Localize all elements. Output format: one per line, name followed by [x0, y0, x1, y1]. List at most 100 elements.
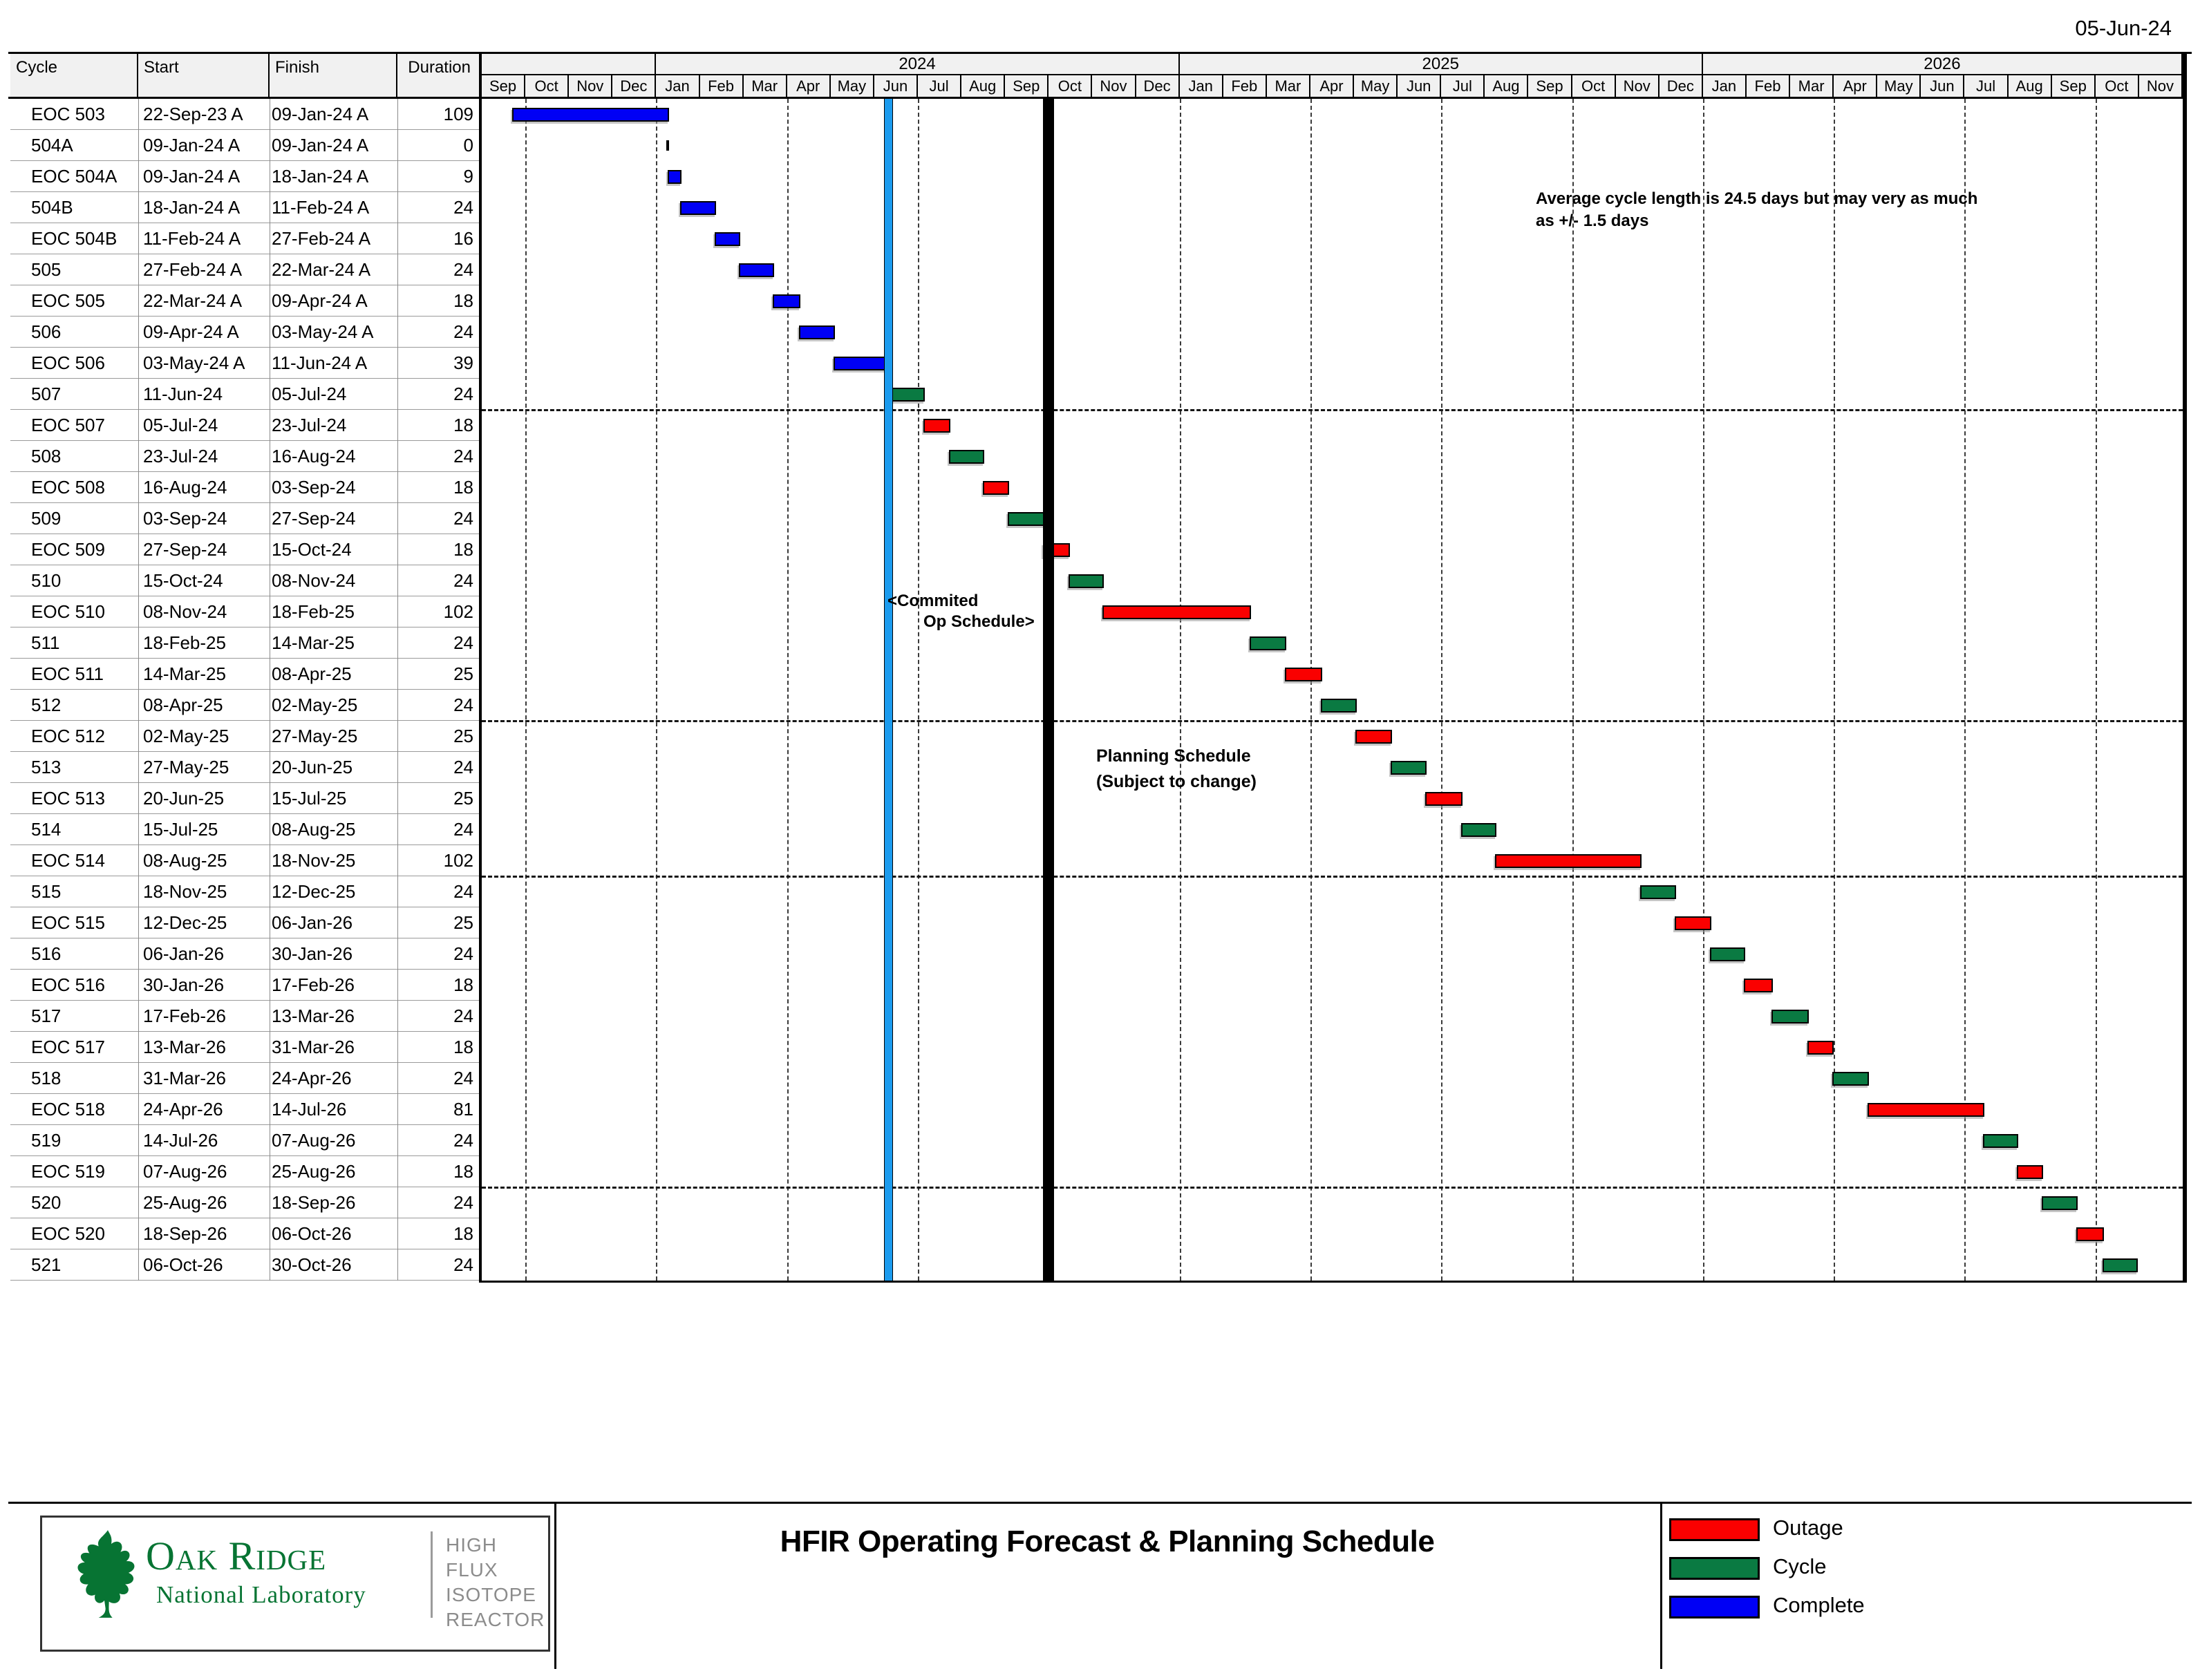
finish-cell: 18-Nov-25 — [272, 850, 356, 871]
duration-cell: 0 — [463, 135, 473, 155]
cycle-cell: EOC 509 — [31, 539, 105, 560]
table-row: EOC 519 07-Aug-26 25-Aug-26 18 — [10, 1156, 480, 1187]
table-column-line-start — [138, 99, 139, 1281]
start-cell: 06-Jan-26 — [143, 943, 225, 964]
gantt-bar-eoc-506 — [833, 357, 890, 370]
year-month-divider — [480, 74, 2187, 75]
table-row: 509 03-Sep-24 27-Sep-24 24 — [10, 503, 480, 534]
gantt-bar-eoc-507 — [923, 419, 950, 433]
finish-cell: 14-Jul-26 — [272, 1099, 347, 1120]
duration-cell: 24 — [453, 446, 473, 466]
finish-cell: 15-Oct-24 — [272, 539, 352, 560]
start-cell: 03-May-24 A — [143, 352, 245, 373]
month-cell-7: Apr — [787, 75, 831, 97]
finish-cell: 05-Jul-24 — [272, 384, 347, 404]
start-cell: 18-Nov-25 — [143, 881, 227, 902]
table-row: 511 18-Feb-25 14-Mar-25 24 — [10, 627, 480, 659]
finish-cell: 20-Jun-25 — [272, 757, 353, 777]
start-cell: 09-Jan-24 A — [143, 166, 241, 187]
duration-cell: 24 — [453, 570, 473, 591]
milestone-tick-504a — [666, 140, 669, 151]
month-cell-19: Apr — [1310, 75, 1355, 97]
table-header-duration: Duration — [397, 54, 480, 97]
cycle-cell: 517 — [31, 1006, 62, 1026]
annotation-committed-schedule: <Commited Op Schedule> — [887, 591, 1035, 632]
month-cell-25: Oct — [1572, 75, 1616, 97]
table-header-cycle: Cycle — [10, 54, 138, 97]
gantt-bar-eoc-515 — [1675, 916, 1712, 930]
duration-cell: 25 — [453, 788, 473, 809]
quarter-gridline — [525, 99, 527, 1281]
table-row: EOC 515 12-Dec-25 06-Jan-26 25 — [10, 907, 480, 938]
quarter-gridline — [1179, 99, 1181, 1281]
duration-cell: 24 — [453, 757, 473, 777]
start-cell: 16-Aug-24 — [143, 477, 227, 498]
finish-cell: 25-Aug-26 — [272, 1161, 356, 1182]
year-band-2024: 2024 — [656, 54, 1180, 74]
gantt-bar-eoc-520 — [2076, 1227, 2104, 1241]
table-row: 517 17-Feb-26 13-Mar-26 24 — [10, 1001, 480, 1032]
start-cell: 17-Feb-26 — [143, 1006, 226, 1026]
start-cell: 27-Feb-24 A — [143, 259, 243, 280]
gantt-bar-eoc-504a — [667, 170, 681, 184]
cycle-cell: 519 — [31, 1130, 62, 1151]
cycle-cell: EOC 508 — [31, 477, 105, 498]
duration-cell: 102 — [443, 601, 473, 622]
cycle-cell: 516 — [31, 943, 62, 964]
duration-cell: 102 — [443, 850, 473, 871]
cycle-cell: EOC 511 — [31, 663, 104, 684]
duration-cell: 39 — [453, 352, 473, 373]
table-row: EOC 516 30-Jan-26 17-Feb-26 18 — [10, 970, 480, 1001]
quarter-gridline — [1310, 99, 1312, 1281]
finish-cell: 06-Oct-26 — [272, 1223, 352, 1244]
table-row: EOC 511 14-Mar-25 08-Apr-25 25 — [10, 659, 480, 690]
month-cell-9: Jun — [874, 75, 919, 97]
finish-cell: 12-Dec-25 — [272, 881, 356, 902]
duration-cell: 25 — [453, 726, 473, 746]
gantt-bar-eoc-510 — [1102, 605, 1252, 619]
table-header-finish: Finish — [270, 54, 397, 97]
footer-divider-left — [554, 1502, 556, 1669]
start-cell: 06-Oct-26 — [143, 1254, 223, 1275]
start-cell: 27-Sep-24 — [143, 539, 227, 560]
gantt-bar-512 — [1320, 699, 1357, 712]
month-cell-0: Sep — [482, 75, 526, 97]
hfir-line3: REACTOR — [446, 1609, 545, 1630]
start-cell: 18-Feb-25 — [143, 632, 226, 653]
duration-cell: 24 — [453, 321, 473, 342]
table-row: EOC 505 22-Mar-24 A 09-Apr-24 A 18 — [10, 285, 480, 317]
cycle-cell: 504A — [31, 135, 73, 155]
start-cell: 30-Jan-26 — [143, 974, 225, 995]
duration-cell: 16 — [453, 228, 473, 249]
finish-cell: 17-Feb-26 — [272, 974, 355, 995]
finish-cell: 27-Feb-24 A — [272, 228, 371, 249]
finish-cell: 27-May-25 — [272, 726, 358, 746]
finish-cell: 31-Mar-26 — [272, 1037, 355, 1057]
start-cell: 03-Sep-24 — [143, 508, 227, 529]
month-cell-14: Nov — [1092, 75, 1136, 97]
cycle-cell: EOC 517 — [31, 1037, 105, 1057]
quarter-gridline — [1702, 99, 1704, 1281]
cycle-cell: EOC 505 — [31, 290, 105, 311]
table-row: 507 11-Jun-24 05-Jul-24 24 — [10, 379, 480, 410]
quarter-gridline — [656, 99, 658, 1281]
finish-cell: 03-Sep-24 — [272, 477, 356, 498]
duration-cell: 18 — [453, 974, 473, 995]
annotation-committed-line1: <Commited — [887, 592, 979, 610]
gantt-bar-517 — [1771, 1010, 1809, 1023]
start-cell: 15-Oct-24 — [143, 570, 223, 591]
month-cell-28: Jan — [1702, 75, 1747, 97]
gantt-bar-518 — [1832, 1072, 1869, 1086]
start-cell: 31-Mar-26 — [143, 1068, 226, 1088]
top-strip: 05-Jun-24 — [10, 6, 2190, 52]
logo-divider — [431, 1531, 433, 1618]
cycle-cell: 512 — [31, 695, 62, 715]
quarter-gridline — [1964, 99, 1966, 1281]
legend-swatch-complete — [1669, 1596, 1760, 1618]
duration-cell: 18 — [453, 1037, 473, 1057]
table-row: EOC 520 18-Sep-26 06-Oct-26 18 — [10, 1218, 480, 1249]
month-cell-31: Apr — [1834, 75, 1878, 97]
